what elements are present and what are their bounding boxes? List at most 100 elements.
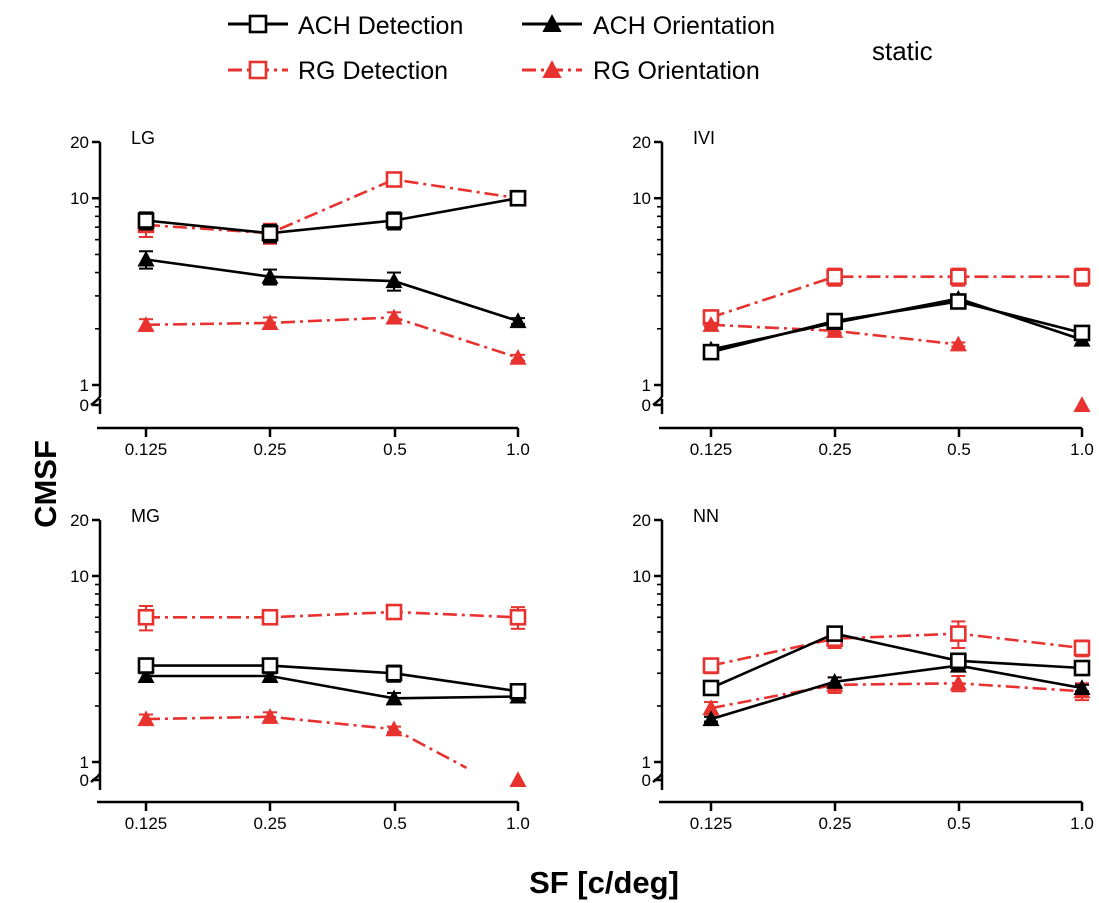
series-line: [710, 275, 1082, 319]
data-point-zero: [1073, 396, 1091, 413]
x-tick-label: 0.5: [383, 440, 407, 459]
series-line: [710, 632, 1083, 690]
data-point: [949, 674, 967, 691]
data-point: [137, 608, 155, 626]
x-tick-label: 0.125: [690, 814, 733, 833]
data-point: [826, 268, 843, 286]
data-point: [509, 608, 527, 626]
data-point: [1073, 324, 1091, 342]
y-tick-label: 20: [632, 133, 651, 152]
data-point: [702, 343, 720, 361]
y-tick-label: 20: [70, 511, 89, 530]
x-tick-label: 0.25: [253, 814, 286, 833]
data-point: [137, 657, 155, 674]
y-tick-label: 1: [80, 376, 89, 395]
data-point: [137, 250, 155, 267]
series-ach-ori: [702, 289, 1091, 357]
series-ach-det: [137, 189, 527, 244]
y-tick-label: 10: [70, 567, 89, 586]
data-point: [385, 308, 403, 325]
series-line: [146, 664, 519, 693]
x-tick-label: 0.5: [947, 814, 971, 833]
panel-nn: 20 10 10 0.125 0.25 0.5 1.0 NN: [632, 506, 1094, 833]
condition-label: static: [872, 36, 933, 66]
data-point: [949, 335, 967, 352]
y-tick-label: 20: [632, 511, 651, 530]
data-point: [137, 316, 155, 332]
data-point: [702, 657, 720, 674]
y-axis-break-mark: [90, 395, 102, 406]
axes-lg: 20 10 10 0.125 0.25 0.5 1.0: [70, 133, 530, 459]
y-axis-break-mark: [652, 395, 664, 406]
data-point-zero: [509, 771, 527, 788]
x-tick-label: 0.5: [383, 814, 407, 833]
series-ach-det: [702, 625, 1091, 697]
x-tick-label: 0.125: [690, 440, 733, 459]
data-point: [702, 710, 720, 727]
series-line: [145, 178, 519, 235]
series-line: [710, 300, 1083, 354]
axes-ivi: 20 10 10 0.125 0.25 0.5 1.0: [632, 133, 1094, 459]
series-line: [146, 674, 519, 700]
legend: ACH Detection ACH Orientation RG Detecti…: [228, 12, 775, 85]
y-tick-label: 20: [70, 133, 89, 152]
data-point: [385, 720, 403, 737]
y-tick-label: 1: [642, 753, 651, 772]
data-point: [950, 625, 967, 642]
data-point: [1073, 679, 1091, 696]
panel-title: MG: [131, 506, 160, 526]
data-point: [385, 603, 403, 621]
series-line: [710, 632, 1083, 667]
series-rg-ori: [137, 308, 527, 365]
data-point: [702, 679, 720, 697]
data-point: [1073, 268, 1091, 286]
x-tick-label: 1.0: [1070, 440, 1094, 459]
axes-mg: 20 10 10 0.125 0.25 0.5 1.0: [70, 511, 530, 833]
x-axis-title: SF [c/deg]: [529, 865, 679, 900]
legend-item-ach-detection: ACH Detection: [228, 12, 463, 40]
y-axis-title: CMSF: [28, 440, 63, 528]
y-tick-label: 1: [80, 753, 89, 772]
data-point: [261, 667, 279, 684]
series-ach-ori: [137, 667, 527, 706]
y-tick-label: 0: [642, 771, 651, 790]
y-tick-label: 0: [80, 396, 89, 415]
x-tick-label: 0.5: [947, 440, 971, 459]
series-rg-ori: [137, 708, 527, 788]
data-point: [261, 267, 279, 284]
series-line: [145, 715, 468, 770]
series-line: [710, 297, 1083, 351]
legend-swatch-rg-orientation: [522, 60, 582, 78]
data-point: [261, 224, 279, 242]
series-line: [710, 664, 1083, 721]
data-point: [702, 316, 720, 332]
legend-swatch-marker: [542, 60, 562, 78]
x-tick-label: 0.125: [125, 440, 168, 459]
panel-ivi: 20 10 10 0.125 0.25 0.5 1.0 IVI: [632, 128, 1094, 459]
y-tick-label: 1: [642, 376, 651, 395]
data-point: [826, 625, 843, 642]
panel-mg: 20 10 10 0.125 0.25 0.5 1.0 MG: [70, 506, 530, 833]
data-point: [261, 314, 279, 330]
x-tick-label: 0.25: [818, 814, 851, 833]
panel-title: IVI: [693, 128, 715, 148]
legend-item-rg-detection: RG Detection: [228, 57, 448, 85]
series-line: [145, 316, 519, 359]
x-tick-label: 0.25: [818, 440, 851, 459]
series-ach-ori: [137, 250, 527, 329]
data-point: [1073, 639, 1091, 657]
data-point: [826, 673, 844, 689]
series-rg-det: [702, 620, 1091, 675]
x-tick-label: 1.0: [1070, 814, 1094, 833]
data-point: [826, 312, 843, 330]
x-tick-label: 1.0: [506, 440, 530, 459]
x-tick-label: 0.25: [253, 440, 286, 459]
data-point: [509, 312, 527, 329]
data-point: [385, 171, 403, 188]
data-point: [826, 322, 844, 338]
data-point: [137, 710, 155, 727]
data-point: [261, 657, 279, 674]
y-tick-label: 0: [642, 396, 651, 415]
series-rg-det: [137, 603, 527, 632]
